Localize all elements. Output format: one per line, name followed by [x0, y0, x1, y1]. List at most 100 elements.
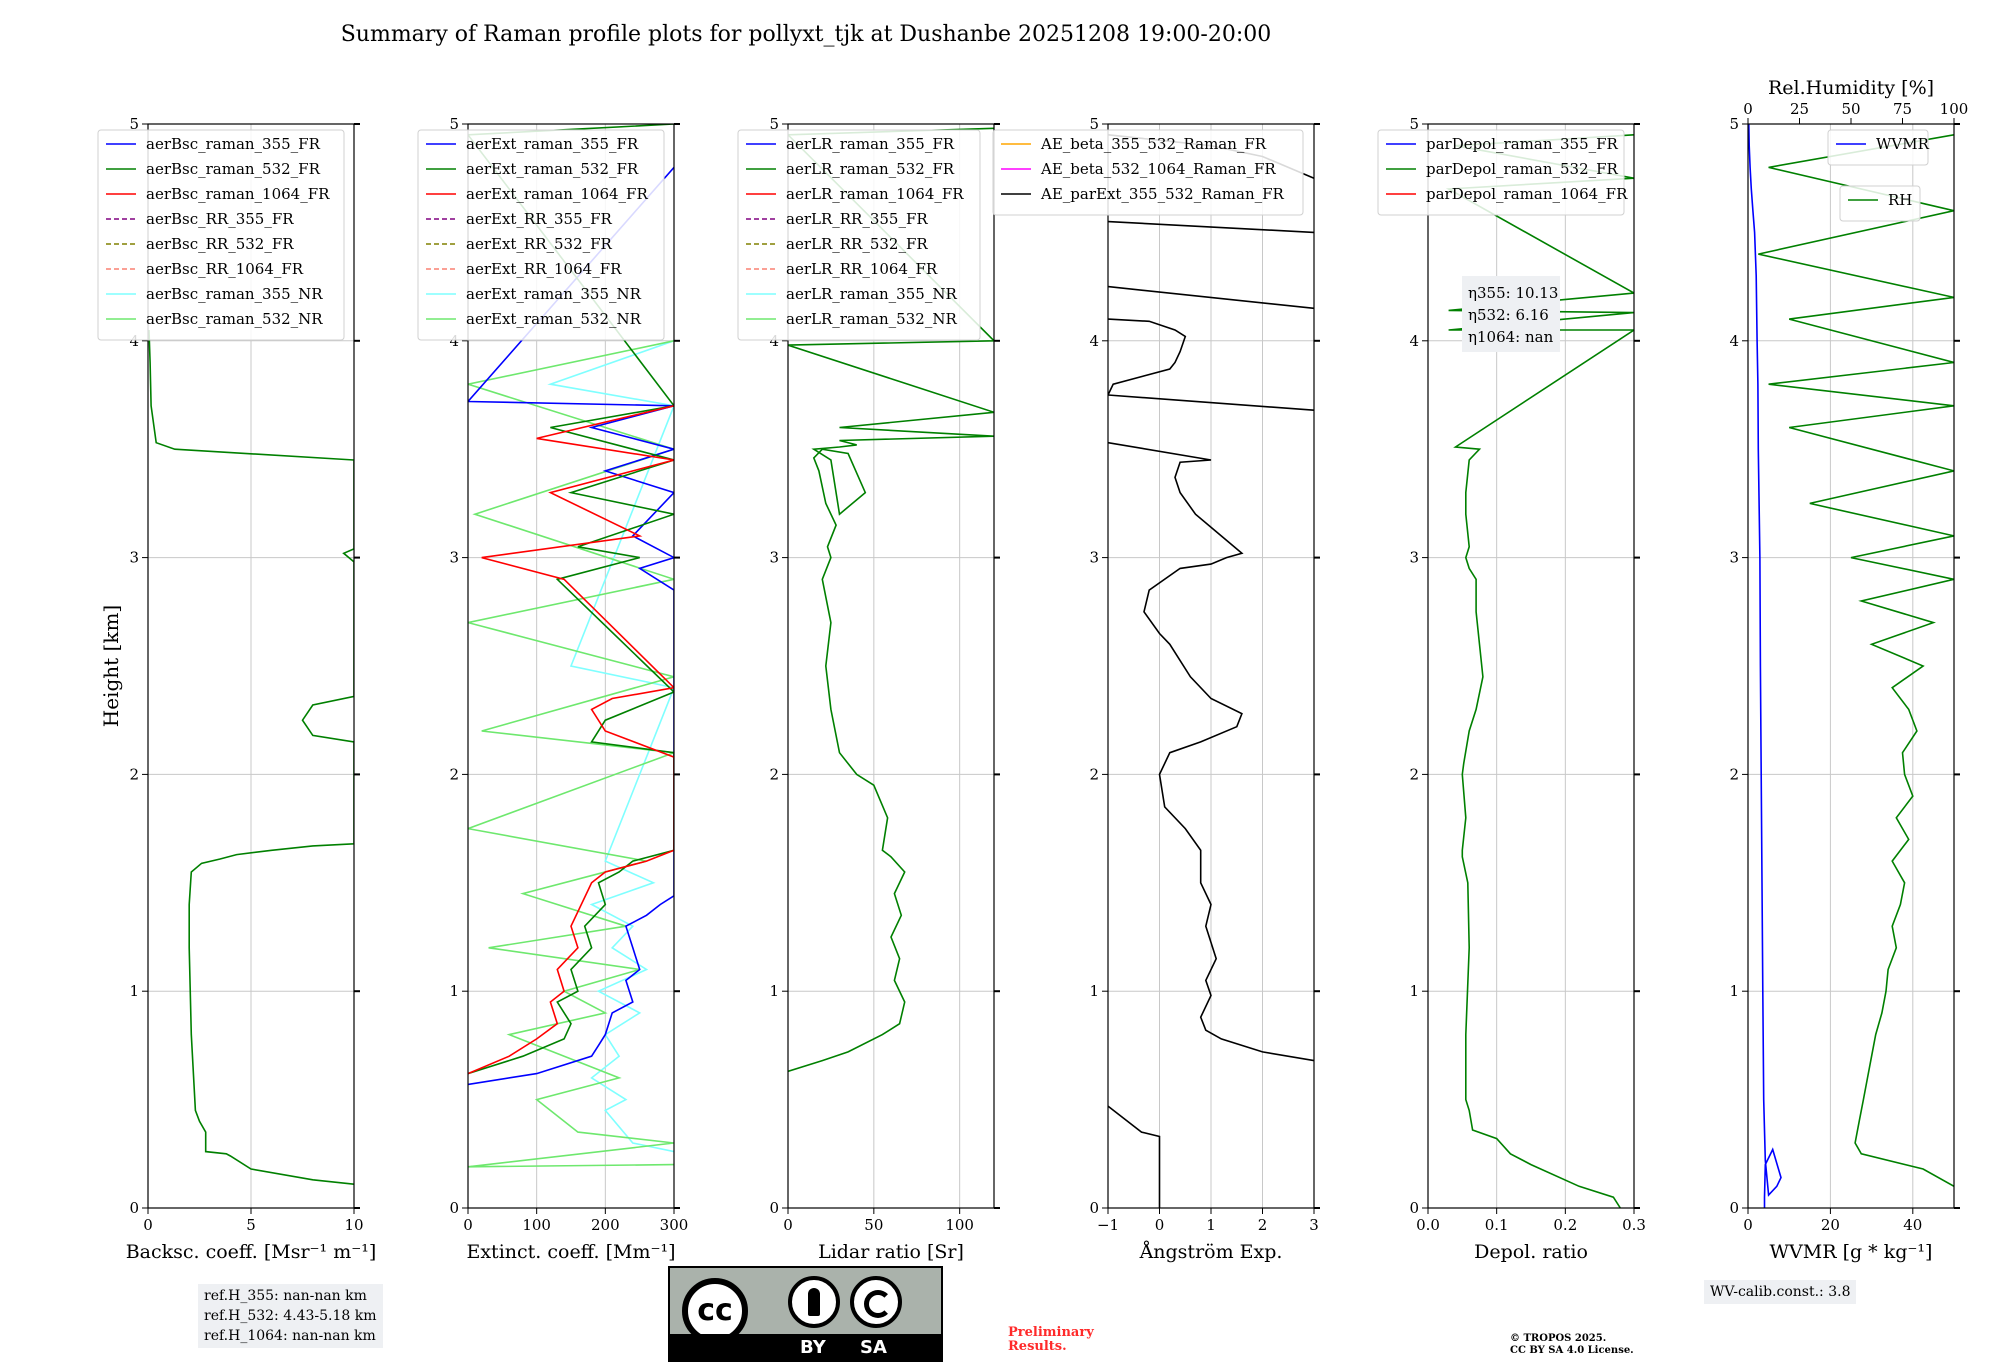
series-line-aerExt_raman_532_NR — [468, 340, 674, 1168]
legend-box — [737, 129, 981, 341]
eta-label: η532: 6.16 — [1468, 306, 1549, 324]
y-tick-label: 4 — [1089, 332, 1099, 350]
series-line-aerExt_raman_532_FR — [468, 124, 674, 1075]
x-tick-label: 0.2 — [1553, 1216, 1577, 1234]
y-tick-label: 4 — [449, 332, 459, 350]
y-tick-label: 2 — [1409, 765, 1419, 783]
y-tick-label: 3 — [129, 549, 139, 567]
y-tick-label: 5 — [769, 115, 779, 133]
y-tick-label: 5 — [129, 115, 139, 133]
x-tick-label: 2 — [1258, 1216, 1268, 1234]
x-tick-label: −1 — [1097, 1216, 1119, 1234]
axes-frame — [1427, 123, 1635, 1209]
copyright-note: © TROPOS 2025. CC BY SA 4.0 License. — [1510, 1333, 1634, 1357]
x-tick-label: 0 — [143, 1216, 153, 1234]
x-tick-label: 0 — [463, 1216, 473, 1234]
y-tick-label: 1 — [129, 982, 139, 1000]
x-tick-label: 200 — [591, 1216, 620, 1234]
legend-label: aerBsc_RR_532_FR — [146, 235, 294, 253]
y-tick-label: 4 — [769, 332, 779, 350]
legend-box — [1377, 129, 1625, 216]
series-group — [148, 329, 354, 1185]
x-tick-label: 0 — [1743, 1216, 1753, 1234]
legend-wvmr: WVMR — [1827, 129, 1930, 166]
legend-box — [417, 129, 665, 341]
y-tick-label: 5 — [1409, 115, 1419, 133]
legend-label: aerLR_RR_355_FR — [786, 210, 928, 228]
y-tick-label: 3 — [1089, 549, 1099, 567]
legend-label: aerBsc_raman_1064_FR — [146, 185, 330, 203]
top-x-tick-label: 25 — [1790, 100, 1809, 118]
y-tick-label: 2 — [1729, 765, 1739, 783]
y-tick-label: 0 — [129, 1199, 139, 1217]
legend-lr: aerLR_raman_355_FR aerLR_raman_532_FR aerL… — [737, 129, 981, 341]
legend-label: aerLR_raman_532_NR — [786, 310, 957, 328]
legend-label: aerExt_raman_1064_FR — [466, 185, 648, 203]
legend-box — [1839, 185, 1921, 222]
x-tick-label: 3 — [1309, 1216, 1319, 1234]
preliminary-line-1: Preliminary — [1008, 1325, 1094, 1340]
y-tick-label: 1 — [769, 982, 779, 1000]
top-x-tick-label: 100 — [1940, 100, 1969, 118]
legend-box — [992, 129, 1304, 216]
legend-label: aerLR_raman_1064_FR — [786, 185, 964, 203]
y-axis-label: Height [km] — [99, 605, 123, 727]
x-axis-label: Backsc. coeff. [Msr⁻¹ m⁻¹] — [126, 1241, 377, 1263]
legend-label: aerExt_raman_532_NR — [466, 310, 642, 328]
x-tick-label: 0.3 — [1622, 1216, 1646, 1234]
x-tick-label: 50 — [864, 1216, 883, 1234]
legend-label: aerBsc_raman_355_FR — [146, 135, 321, 153]
series-group — [1748, 124, 1954, 1208]
x-tick-label: 20 — [1821, 1216, 1840, 1234]
legend-depol: parDepol_raman_355_FR parDepol_raman_532_… — [1377, 129, 1628, 216]
y-tick-label: 4 — [129, 332, 139, 350]
series-line-RH — [1758, 134, 1954, 1187]
top-axis-label: Rel.Humidity [%] — [1768, 77, 1934, 99]
attribution-person-icon — [788, 1276, 840, 1328]
x-axis-label: Depol. ratio — [1474, 1241, 1588, 1263]
ref-height-532: ref.H_532: 4.43-5.18 km — [204, 1308, 377, 1324]
y-tick-label: 5 — [1729, 115, 1739, 133]
x-tick-label: 0 — [783, 1216, 793, 1234]
legend-label: aerExt_raman_355_FR — [466, 135, 639, 153]
series-line-AE_parExt_355_532_Raman_FR — [1108, 1105, 1161, 1208]
legend-label: AE_beta_355_532_Raman_FR — [1040, 135, 1267, 153]
series-line-WVMR — [1748, 124, 1782, 1208]
panel-bsc: 0 5 10 0 1 2 3 4 5 Backsc. coeff. [Msr⁻¹ m⁻¹] aerB… — [97, 115, 377, 1263]
x-tick-label: 100 — [522, 1216, 551, 1234]
legend-label: aerLR_raman_355_NR — [786, 285, 957, 303]
y-tick-label: 1 — [1089, 982, 1099, 1000]
y-tick-label: 4 — [1729, 332, 1739, 350]
figure-title: Summary of Raman profile plots for polly… — [340, 22, 1272, 47]
ref-height-355: ref.H_355: nan-nan km — [204, 1288, 367, 1304]
axes-frame — [787, 123, 995, 1209]
y-tick-label: 0 — [1729, 1199, 1739, 1217]
series-group — [788, 127, 994, 1073]
copyright-line-1: © TROPOS 2025. — [1510, 1333, 1607, 1344]
depol-eta-annotation: η355: 10.13 η532: 6.16 η1064: nan — [1462, 276, 1560, 352]
legend-label: aerLR_RR_1064_FR — [786, 260, 938, 278]
x-axis-label: Ångström Exp. — [1139, 1241, 1283, 1263]
x-axis-label: WVMR [g * kg⁻¹] — [1770, 1241, 1933, 1263]
y-tick-label: 0 — [1089, 1199, 1099, 1217]
preliminary-line-2: Results. — [1008, 1339, 1067, 1354]
legend-label: aerBsc_RR_355_FR — [146, 210, 294, 228]
series-line-aerLR_raman_532_FR — [788, 127, 994, 1073]
legend-label: aerBsc_raman_355_NR — [146, 285, 323, 303]
legend-label: aerBsc_RR_1064_FR — [146, 260, 304, 278]
legend-label: aerExt_RR_532_FR — [466, 235, 613, 253]
legend-bsc: aerBsc_raman_355_FR aerBsc_raman_532_FRae… — [97, 129, 345, 341]
y-tick-label: 0 — [1409, 1199, 1419, 1217]
badge-sa-label: SA — [860, 1337, 887, 1358]
legend-box — [1827, 129, 1929, 166]
series-line-AE_parExt_355_532_Raman_FR_b — [1108, 441, 1314, 1062]
x-axis-label: Lidar ratio [Sr] — [818, 1241, 964, 1263]
badge-label-bar — [670, 1334, 941, 1360]
legend-ae: AE_beta_355_532_Raman_FR AE_beta_532_1064… — [992, 129, 1304, 216]
y-tick-label: 1 — [1409, 982, 1419, 1000]
series-group — [468, 124, 674, 1168]
legend-box — [97, 129, 345, 341]
panel-wv: 0 20 40 0 1 2 3 4 5 WVMR [g * kg⁻¹] 0 25 50 75 100 Rel.… — [1729, 77, 1968, 1263]
